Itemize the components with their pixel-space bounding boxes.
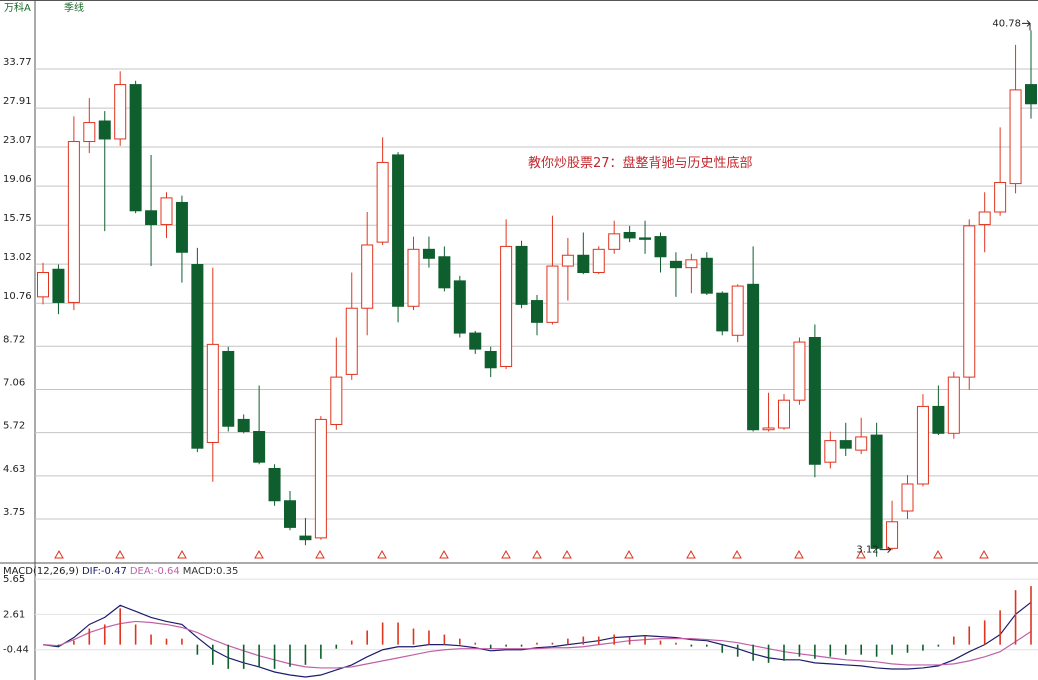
candle-body	[422, 248, 435, 259]
annotation: 教你炒股票27：盘整背驰与历史性底部	[528, 155, 753, 171]
candle-body	[145, 210, 158, 226]
candle-body	[793, 341, 806, 401]
y-tick-label: 15.75	[3, 213, 32, 224]
macd-title: MACD(12,26,9)	[3, 566, 79, 577]
macd-readout: MACD:0.35	[183, 566, 239, 577]
candle-body	[268, 467, 281, 502]
y-tick-label: 13.02	[3, 252, 32, 263]
candle-body	[484, 350, 497, 369]
high-arrow	[1022, 20, 1031, 31]
candle-body	[361, 244, 374, 309]
y-tick-label: 19.06	[3, 174, 32, 185]
candle-body	[654, 236, 667, 258]
candle-body	[546, 265, 559, 323]
candle-body	[284, 500, 296, 528]
candle-body	[1025, 84, 1037, 105]
signal-markers	[54, 549, 989, 559]
y-tick-label: 5.65	[3, 574, 25, 585]
candle-body	[978, 211, 991, 226]
candle-body	[608, 233, 621, 250]
candle-body	[453, 280, 466, 334]
candle-body	[592, 248, 605, 274]
y-tick-label: 4.63	[3, 464, 25, 475]
candle-body	[870, 434, 883, 549]
candle-body	[1009, 89, 1022, 185]
y-tick-label: 27.91	[3, 96, 32, 107]
candle-body	[469, 332, 482, 350]
candle-body	[376, 161, 389, 243]
candle-body	[160, 197, 173, 226]
candle-body	[855, 436, 868, 451]
candle-body	[824, 440, 837, 463]
candle-body	[299, 535, 312, 541]
candle-body	[901, 483, 914, 512]
candle-body	[175, 201, 188, 253]
candle-body	[716, 292, 729, 332]
y-tick-label: -0.44	[3, 645, 29, 656]
candle-body	[52, 268, 65, 303]
candle-body	[639, 237, 652, 240]
candle-body	[700, 257, 713, 294]
candle-body	[994, 182, 1007, 213]
candle-body	[114, 84, 127, 140]
candle-body	[685, 259, 698, 269]
y-tick-label: 23.07	[3, 135, 32, 146]
macd-label: MACD(12,26,9) DIF:-0.47 DEA:-0.64 MACD:0.35	[3, 566, 238, 577]
candle-body	[762, 427, 775, 431]
candle-body	[345, 307, 358, 375]
y-tick-label: 33.77	[3, 57, 32, 68]
candle-body	[808, 337, 821, 465]
candle-body	[37, 272, 49, 298]
candle-body	[407, 248, 420, 307]
candle-body	[206, 343, 219, 443]
candle-body	[623, 231, 636, 239]
y-tick-label: 3.75	[3, 507, 25, 518]
y-tick-label: 8.72	[3, 334, 25, 345]
y-tick-label: 7.06	[3, 377, 25, 388]
macd-line	[42, 601, 1032, 678]
candle-body	[747, 283, 760, 431]
candle-body	[330, 376, 343, 426]
candle-body	[237, 418, 250, 433]
candle-body	[129, 84, 142, 212]
low-label: 3.12	[856, 545, 878, 556]
stock-name: 万科A	[4, 1, 31, 14]
candle-body	[253, 431, 266, 463]
candle-body	[515, 245, 528, 305]
candle-body	[669, 260, 682, 269]
candle-body	[500, 245, 513, 367]
candle-body	[886, 521, 899, 549]
candle-body	[531, 300, 543, 323]
candle-body	[222, 350, 235, 427]
candle-body	[731, 285, 744, 336]
candle-body	[392, 154, 405, 307]
candle-body	[778, 399, 790, 429]
period: 季线	[64, 1, 84, 14]
candle-body	[916, 405, 929, 485]
candle-body	[314, 418, 327, 539]
candle-body	[438, 256, 451, 289]
candle-body	[839, 440, 852, 449]
candle-body	[67, 141, 80, 303]
y-tick-label: 5.72	[3, 421, 25, 432]
high-label: 40.78	[992, 18, 1021, 29]
candle-body	[98, 120, 111, 140]
candle-body	[932, 405, 945, 434]
y-tick-label: 10.76	[3, 291, 32, 302]
candle-body	[83, 122, 96, 143]
dif-readout: DIF:-0.47	[82, 566, 127, 577]
low-arrow	[879, 546, 892, 554]
candle-body	[561, 254, 574, 267]
candle-body	[191, 263, 204, 449]
candle-body	[577, 254, 590, 274]
dea-readout: DEA:-0.64	[130, 566, 180, 577]
macd-line	[42, 620, 1032, 669]
candle-body	[947, 376, 960, 434]
candle-body	[963, 225, 976, 378]
y-tick-label: 2.61	[3, 609, 25, 620]
